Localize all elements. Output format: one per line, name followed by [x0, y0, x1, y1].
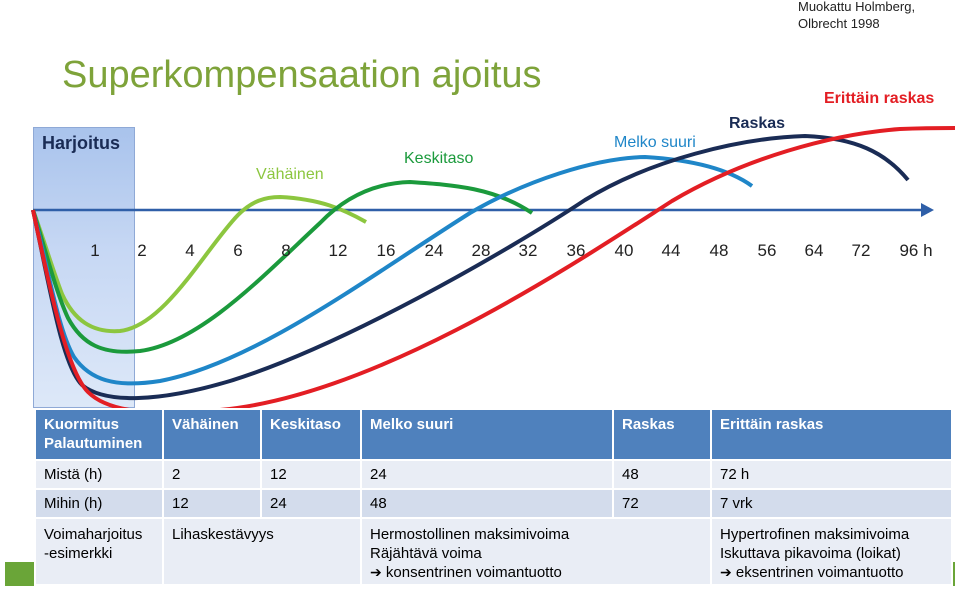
table-row-to: Mihin (h) 12 24 48 72 7 vrk	[34, 488, 953, 519]
examples-label-line-1: Voimaharjoitus	[44, 526, 143, 543]
time-tick: 32	[518, 241, 538, 260]
credit-line-2: Olbrecht 1998	[798, 16, 880, 31]
time-tick: 4	[185, 241, 195, 260]
row-label: Mihin (h)	[34, 488, 164, 519]
header-palautuminen: Palautuminen	[44, 435, 143, 452]
time-tick: 8	[281, 241, 291, 260]
time-tick: 2	[137, 241, 147, 260]
time-tick: 96 h	[899, 241, 933, 260]
table-row-from: Mistä (h) 2 12 24 48 72 h	[34, 459, 953, 490]
level-label-melko-suuri: Melko suuri	[614, 134, 696, 151]
curve-melko-suuri	[31, 154, 754, 386]
level-label-raskas: Raskas	[729, 115, 786, 132]
header-kuormitus: Kuormitus	[44, 416, 119, 433]
time-tick: 1	[90, 241, 100, 260]
example-text: konsentrinen voimantuotto	[385, 564, 562, 581]
table-cell: 48	[612, 459, 712, 490]
time-tick: 28	[471, 241, 491, 260]
time-tick: 36	[566, 241, 586, 260]
table-cell: Hypertrofinen maksimivoima Iskuttava pik…	[710, 517, 953, 586]
time-tick: 24	[424, 241, 444, 260]
header-cell-load-recovery: Kuormitus Palautuminen	[34, 408, 164, 461]
header-cell: Melko suuri	[360, 408, 614, 461]
training-label: Harjoitus	[42, 133, 121, 153]
example-text: eksentrinen voimantuotto	[735, 564, 904, 581]
table-cell: 48	[360, 488, 614, 519]
time-tick: 72	[851, 241, 871, 260]
time-tick: 48	[709, 241, 729, 260]
table-cell: 24	[260, 488, 362, 519]
example-line: Räjähtävä voima	[370, 545, 482, 562]
header-cell: Keskitaso	[260, 408, 362, 461]
curve-erittain-raskas	[31, 126, 956, 415]
time-tick: 12	[328, 241, 348, 260]
level-label-vahainen: Vähäinen	[256, 166, 324, 183]
curve-keskitaso	[31, 179, 534, 354]
table-cell: Lihaskestävyys	[162, 517, 362, 586]
page-title: Superkompensaation ajoitus	[62, 54, 542, 96]
level-label-keskitaso: Keskitaso	[404, 150, 474, 167]
table-cell: 72	[612, 488, 712, 519]
example-line: Iskuttava pikavoima (loikat)	[720, 545, 901, 562]
level-label-erittain-raskas: Erittäin raskas	[824, 90, 935, 107]
table-cell: 12	[260, 459, 362, 490]
time-tick: 64	[804, 241, 824, 260]
axis-arrow-icon	[921, 203, 934, 217]
arrow-right-icon: ➔	[720, 564, 732, 580]
table-cell: 7 vrk	[710, 488, 953, 519]
header-cell: Vähäinen	[162, 408, 262, 461]
source-credit: Muokattu Holmberg, Olbrecht 1998	[798, 0, 915, 32]
examples-label-line-2: -esimerkki	[44, 545, 113, 562]
example-line-arrow: ➔ eksentrinen voimantuotto	[720, 563, 943, 582]
example-line-arrow: ➔ konsentrinen voimantuotto	[370, 563, 702, 582]
header-cell: Erittäin raskas	[710, 408, 953, 461]
row-label: Mistä (h)	[34, 459, 164, 490]
header-cell: Raskas	[612, 408, 712, 461]
example-line: Hermostollinen maksimivoima	[370, 526, 570, 543]
table-cell: 12	[162, 488, 262, 519]
table-cell: Hermostollinen maksimivoima Räjähtävä vo…	[360, 517, 712, 586]
curve-vahainen	[31, 194, 367, 334]
table-row-examples: Voimaharjoitus -esimerkki Lihaskestävyys…	[34, 517, 953, 586]
curve-raskas	[31, 133, 910, 401]
table-cell: 72 h	[710, 459, 953, 490]
time-tick: 6	[233, 241, 243, 260]
table-cell: 24	[360, 459, 614, 490]
credit-line-1: Muokattu Holmberg,	[798, 0, 916, 14]
arrow-right-icon: ➔	[370, 564, 382, 580]
row-label: Voimaharjoitus -esimerkki	[34, 517, 164, 586]
time-tick: 44	[661, 241, 681, 260]
time-tick: 56	[757, 241, 777, 260]
example-line: Hypertrofinen maksimivoima	[720, 526, 910, 543]
time-tick: 16	[376, 241, 396, 260]
table-cell: 2	[162, 459, 262, 490]
time-tick: 40	[614, 241, 634, 260]
table-header-row: Kuormitus Palautuminen Vähäinen Keskitas…	[34, 408, 953, 461]
recovery-table: Kuormitus Palautuminen Vähäinen Keskitas…	[34, 408, 953, 586]
